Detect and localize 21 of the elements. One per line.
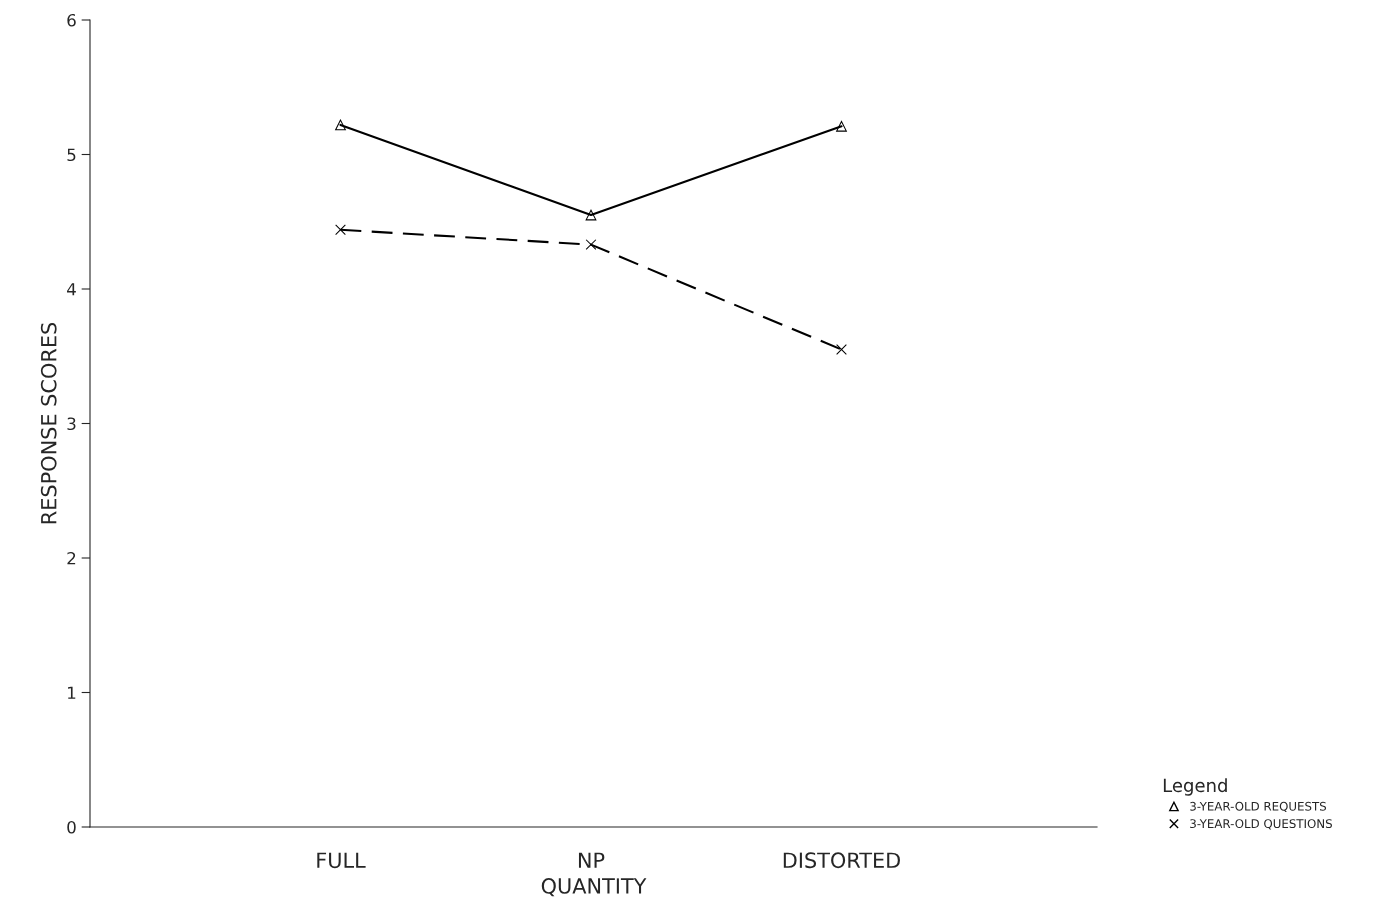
x-tick-label: NP: [578, 852, 605, 868]
point: [836, 344, 847, 355]
x-axis-title: QUANTITY: [541, 878, 647, 897]
y-tick-label: 2: [67, 551, 76, 565]
y-axis-title: RESPONSE SCORES: [40, 322, 57, 524]
y-tick-label: 6: [67, 13, 76, 27]
point: [585, 209, 597, 221]
legend-label: 3-YEAR-OLD REQUESTS: [1190, 801, 1327, 813]
point: [836, 120, 847, 132]
y-tick-label: 5: [67, 148, 76, 162]
x-tick-label: DISTORTED: [783, 852, 900, 869]
y-tick-label: 0: [67, 820, 76, 834]
legend-label: 3-YEAR-OLD QUESTIONS: [1190, 819, 1332, 830]
x-tick-label: FULL: [317, 852, 366, 869]
y-tick-label: 4: [67, 283, 76, 296]
point: [335, 224, 346, 236]
y-tick-label: 1: [68, 686, 76, 699]
legend-title: Legend: [1163, 778, 1227, 796]
point: [585, 239, 597, 250]
y-tick-label: 3: [67, 417, 76, 431]
point: [335, 119, 346, 131]
